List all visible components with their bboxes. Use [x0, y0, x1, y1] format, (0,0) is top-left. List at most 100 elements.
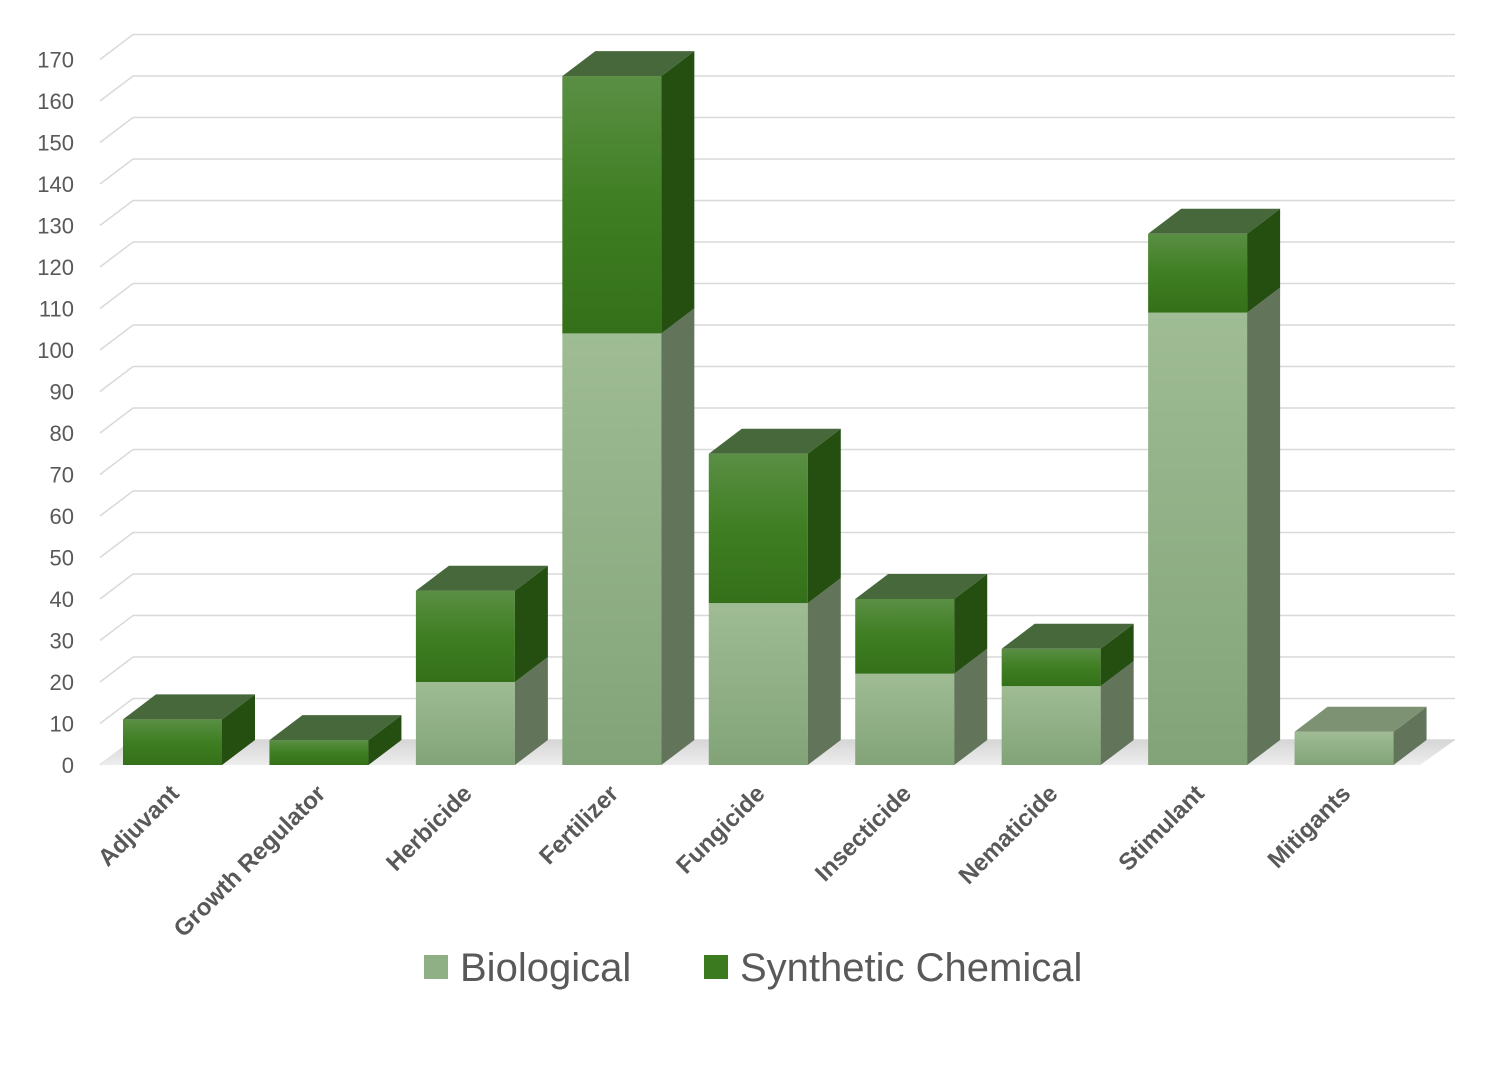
bar-top-biological	[1294, 706, 1427, 732]
y-tick-label: 100	[37, 338, 74, 363]
bar-segment-synthetic-chemical	[123, 719, 222, 765]
side-gridline	[99, 241, 134, 268]
x-tick-label-stimulant: Stimulant	[1113, 780, 1209, 876]
bar-side-biological	[1393, 706, 1427, 765]
bar-segment-synthetic-chemical	[855, 599, 955, 674]
y-tick-label: 130	[37, 214, 74, 239]
y-tick-label: 110	[39, 297, 74, 322]
y-axis-tick-labels: 0 10 20 30 40 50 60 70 80 90 100 110 120 130 140 150 160…	[37, 48, 74, 779]
y-tick-label: 170	[37, 48, 74, 73]
bar-segment-synthetic-chemical	[415, 590, 515, 682]
bar-fungicide	[708, 428, 841, 765]
y-tick-label: 160	[37, 89, 74, 114]
side-gridline	[99, 490, 134, 517]
bar-nematicide	[1001, 623, 1134, 765]
bar-mitigants	[1294, 706, 1427, 765]
bar-herbicide	[415, 565, 548, 765]
side-gridline	[99, 324, 134, 351]
bar-segment-synthetic-chemical	[562, 76, 662, 334]
bar-side-synthetic-chemical	[954, 574, 988, 674]
y-tick-label: 150	[37, 131, 74, 156]
bar-side-biological	[1100, 661, 1134, 765]
bar-stimulant	[1148, 208, 1281, 765]
side-gridline	[99, 199, 134, 227]
bar-top-synthetic-chemical	[1001, 623, 1134, 649]
bar-segment-biological	[1001, 686, 1101, 765]
x-tick-label-fertilizer: Fertilizer	[534, 780, 624, 870]
side-gridline	[99, 116, 134, 144]
y-tick-label: 70	[50, 463, 74, 488]
bar-segment-synthetic-chemical	[269, 740, 369, 765]
legend-item-biological: Biological	[424, 946, 631, 990]
x-tick-label-growth-regulator: Growth Regulator	[169, 780, 331, 942]
bars	[123, 51, 1427, 765]
bar-top-synthetic-chemical	[415, 565, 548, 591]
bar-side-synthetic-chemical	[1247, 208, 1281, 313]
legend-label: Synthetic Chemical	[740, 946, 1082, 990]
bar-side-synthetic-chemical	[514, 565, 548, 682]
bar-side-synthetic-chemical	[661, 51, 695, 334]
side-gridline	[99, 158, 134, 185]
bar-top-synthetic-chemical	[123, 694, 255, 720]
bar-side-synthetic-chemical	[222, 694, 255, 765]
bar-fertilizer	[562, 51, 695, 765]
bar-adjuvant	[123, 694, 255, 765]
y-tick-label: 10	[50, 712, 74, 737]
y-tick-label: 120	[37, 255, 74, 280]
bar-top-synthetic-chemical	[855, 574, 988, 599]
side-gridline	[99, 573, 134, 600]
bar-top-synthetic-chemical	[562, 51, 695, 77]
bar-side-synthetic-chemical	[807, 428, 841, 604]
bar-side-biological	[954, 648, 988, 765]
x-tick-label-adjuvant: Adjuvant	[93, 780, 185, 872]
bar-top-synthetic-chemical	[708, 428, 841, 454]
legend: Biological Synthetic Chemical	[424, 946, 1082, 990]
y-tick-label: 60	[50, 504, 74, 529]
side-gridline	[99, 75, 134, 102]
bar-growth-regulator	[269, 715, 402, 765]
bar-segment-biological	[415, 682, 515, 765]
bar-side-biological	[1247, 287, 1281, 765]
bar-segment-biological	[855, 673, 955, 765]
side-gridline	[99, 531, 134, 559]
bar-segment-biological	[708, 603, 808, 765]
x-tick-label-nematicide: Nematicide	[954, 780, 1064, 890]
x-tick-label-mitigants: Mitigants	[1263, 780, 1357, 874]
legend-item-synthetic-chemical: Synthetic Chemical	[704, 946, 1082, 990]
legend-swatch	[704, 955, 728, 979]
side-gridline	[99, 614, 134, 642]
side-gridline	[99, 365, 134, 393]
y-tick-label: 0	[62, 753, 74, 778]
y-tick-label: 30	[50, 629, 74, 654]
bar-segment-synthetic-chemical	[1148, 233, 1248, 313]
bar-side-synthetic-chemical	[1100, 623, 1134, 687]
side-gridline	[99, 33, 134, 61]
side-gridline	[99, 407, 134, 434]
side-gridline	[99, 448, 134, 476]
y-tick-label: 90	[50, 380, 74, 405]
y-tick-label: 40	[50, 587, 74, 612]
bar-side-biological	[807, 578, 841, 765]
y-tick-label: 50	[50, 546, 74, 571]
bar-segment-synthetic-chemical	[1001, 648, 1101, 687]
bar-top-synthetic-chemical	[1148, 208, 1281, 234]
bar-segment-biological	[1294, 731, 1394, 765]
bar-segment-biological	[1148, 312, 1248, 765]
x-tick-label-insecticide: Insecticide	[810, 780, 917, 887]
bar-side-biological	[514, 657, 548, 765]
bar-top-synthetic-chemical	[269, 715, 402, 741]
side-gridline	[99, 282, 134, 310]
bar-segment-biological	[562, 333, 662, 765]
bar-segment-synthetic-chemical	[708, 453, 808, 604]
y-tick-label: 20	[50, 670, 74, 695]
x-tick-label-fungicide: Fungicide	[671, 780, 770, 879]
x-tick-label-herbicide: Herbicide	[381, 780, 477, 876]
side-gridline	[99, 656, 134, 683]
legend-swatch	[424, 955, 448, 979]
y-tick-label: 140	[37, 172, 74, 197]
y-tick-label: 80	[50, 421, 74, 446]
bar-side-biological	[661, 308, 695, 765]
